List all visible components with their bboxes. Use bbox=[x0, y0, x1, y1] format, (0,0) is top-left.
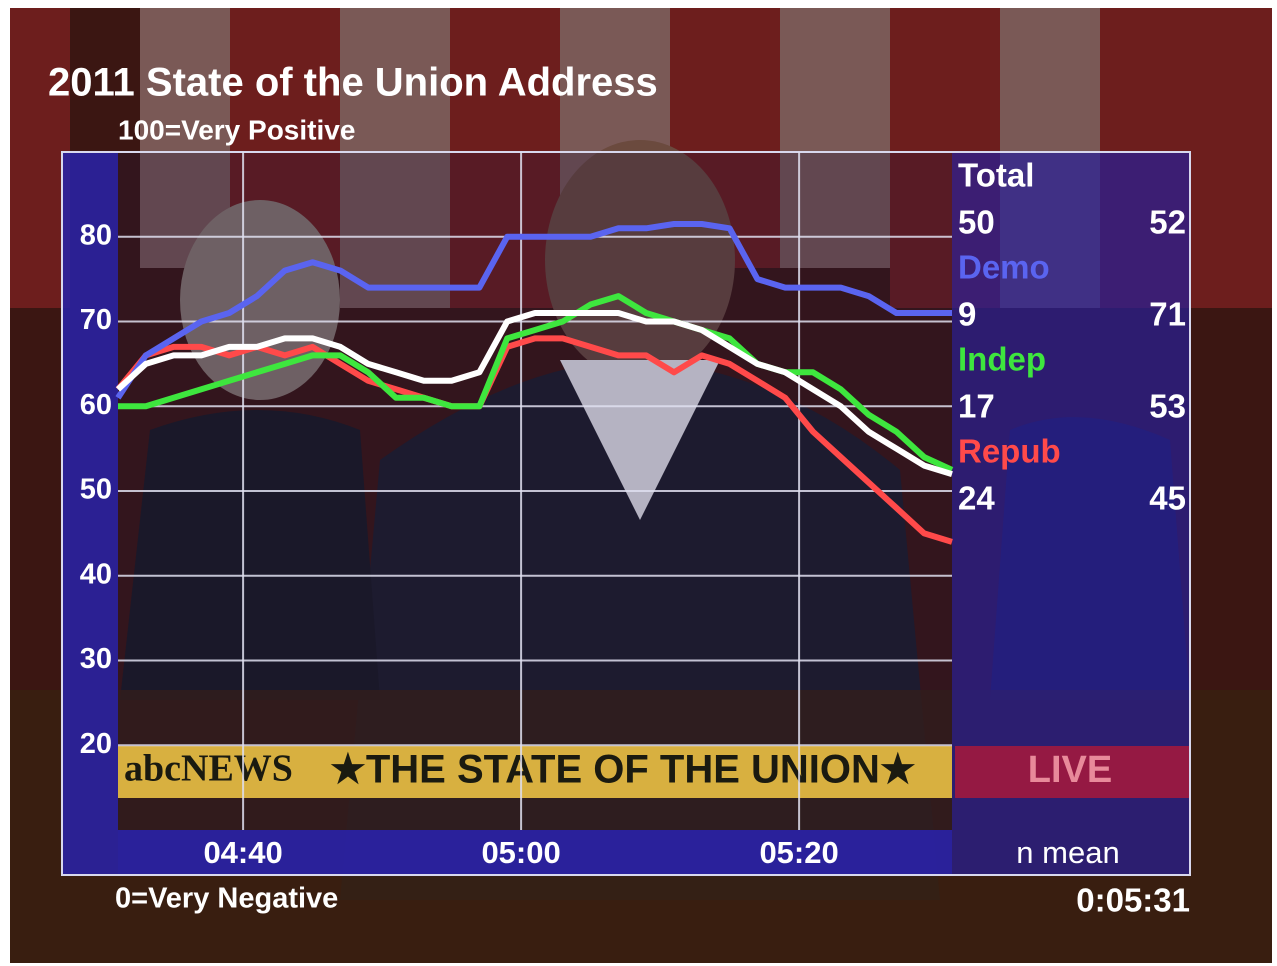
legend-entry: Repub bbox=[958, 433, 1061, 470]
clock: 0:05:31 bbox=[1076, 882, 1190, 919]
y-label-top: 100=Very Positive bbox=[118, 114, 355, 145]
summary-header: n mean bbox=[1016, 835, 1119, 870]
page: {"chart_data": {"type": "line", "title":… bbox=[0, 0, 1277, 966]
x-tick-label: 04:40 bbox=[203, 835, 282, 870]
legend-n: 50 bbox=[958, 204, 995, 241]
x-tick-label: 05:00 bbox=[481, 835, 560, 870]
legend-mean: 71 bbox=[1149, 296, 1186, 333]
y-tick-label: 30 bbox=[80, 643, 112, 675]
banner-network: abcNEWS bbox=[124, 748, 293, 790]
legend-entry: Indep bbox=[958, 341, 1046, 378]
legend-n: 17 bbox=[958, 388, 995, 425]
legend-n: 24 bbox=[958, 480, 995, 517]
x-tick-label: 05:20 bbox=[759, 835, 838, 870]
y-tick-label: 50 bbox=[80, 474, 112, 506]
y-tick-label: 40 bbox=[80, 558, 112, 590]
legend-entry: Demo bbox=[958, 249, 1050, 286]
legend-entry: Total bbox=[958, 157, 1034, 194]
legend-mean: 53 bbox=[1149, 388, 1186, 425]
legend-n: 9 bbox=[958, 296, 976, 333]
chart: abcNEWS ★THE STATE OF THE UNION★ LIVE 20… bbox=[0, 0, 1277, 966]
legend-mean: 52 bbox=[1149, 204, 1186, 241]
y-tick-label: 20 bbox=[80, 728, 112, 760]
y-tick-label: 80 bbox=[80, 219, 112, 251]
y-tick-label: 70 bbox=[80, 304, 112, 336]
legend-mean: 45 bbox=[1149, 480, 1186, 517]
y-axis-bar bbox=[62, 152, 118, 875]
y-tick-label: 60 bbox=[80, 389, 112, 421]
chart-title: 2011 State of the Union Address bbox=[48, 61, 658, 105]
banner-live: LIVE bbox=[1028, 749, 1112, 791]
banner-program: ★THE STATE OF THE UNION★ bbox=[330, 748, 916, 792]
y-label-bottom: 0=Very Negative bbox=[115, 883, 338, 915]
